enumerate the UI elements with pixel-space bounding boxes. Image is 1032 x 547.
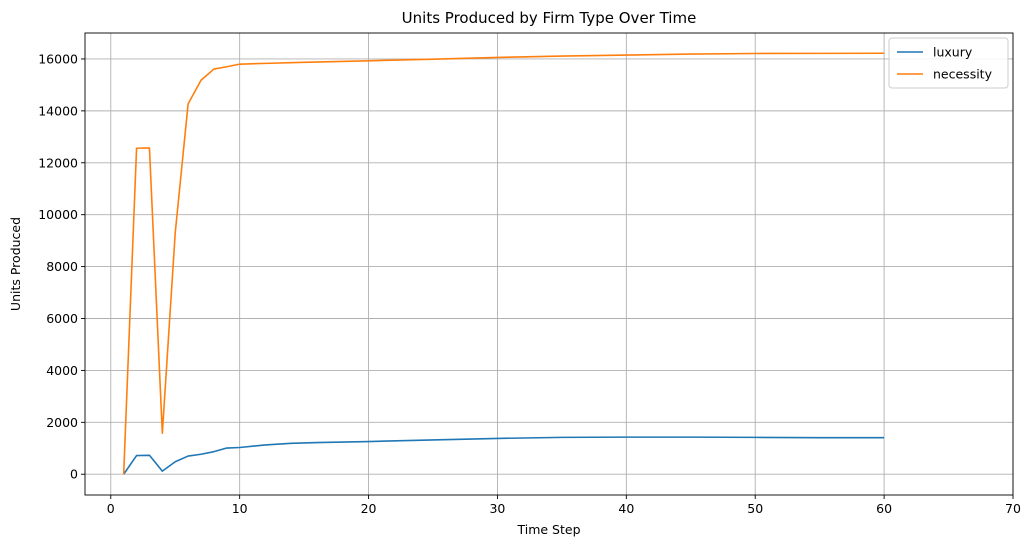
x-tick-label: 50 — [747, 501, 763, 516]
y-tick-label: 0 — [70, 467, 78, 482]
chart-title: Units Produced by Firm Type Over Time — [402, 9, 697, 27]
y-tick-label: 4000 — [46, 363, 78, 378]
y-tick-label: 8000 — [46, 259, 78, 274]
legend: luxury necessity — [888, 37, 1009, 89]
y-tick-label: 16000 — [38, 51, 78, 66]
x-tick-label: 70 — [1005, 501, 1021, 516]
y-tick-label: 14000 — [38, 103, 78, 118]
x-tick-label: 40 — [618, 501, 634, 516]
x-axis-label: Time Step — [516, 522, 580, 537]
x-axis: 0 10 20 30 40 50 60 70 — [107, 495, 1021, 516]
y-tick-label: 12000 — [38, 155, 78, 170]
grid — [85, 33, 1014, 495]
legend-label-luxury: luxury — [933, 45, 973, 60]
y-axis: 0 2000 4000 6000 8000 10000 12000 14000 16000 — [38, 51, 85, 482]
x-tick-label: 0 — [107, 501, 115, 516]
y-tick-label: 2000 — [46, 415, 78, 430]
legend-box — [888, 37, 1009, 89]
y-tick-label: 6000 — [46, 311, 78, 326]
y-axis-label: Units Produced — [8, 217, 23, 311]
x-tick-label: 10 — [232, 501, 248, 516]
series-line-luxury — [123, 436, 885, 475]
legend-label-necessity: necessity — [933, 67, 993, 82]
x-tick-label: 30 — [489, 501, 505, 516]
series-group — [122, 52, 885, 475]
plot-frame — [84, 32, 1014, 496]
series-line-necessity — [122, 52, 885, 475]
x-tick-label: 20 — [361, 501, 377, 516]
y-tick-label: 10000 — [38, 207, 78, 222]
x-tick-label: 60 — [876, 501, 892, 516]
